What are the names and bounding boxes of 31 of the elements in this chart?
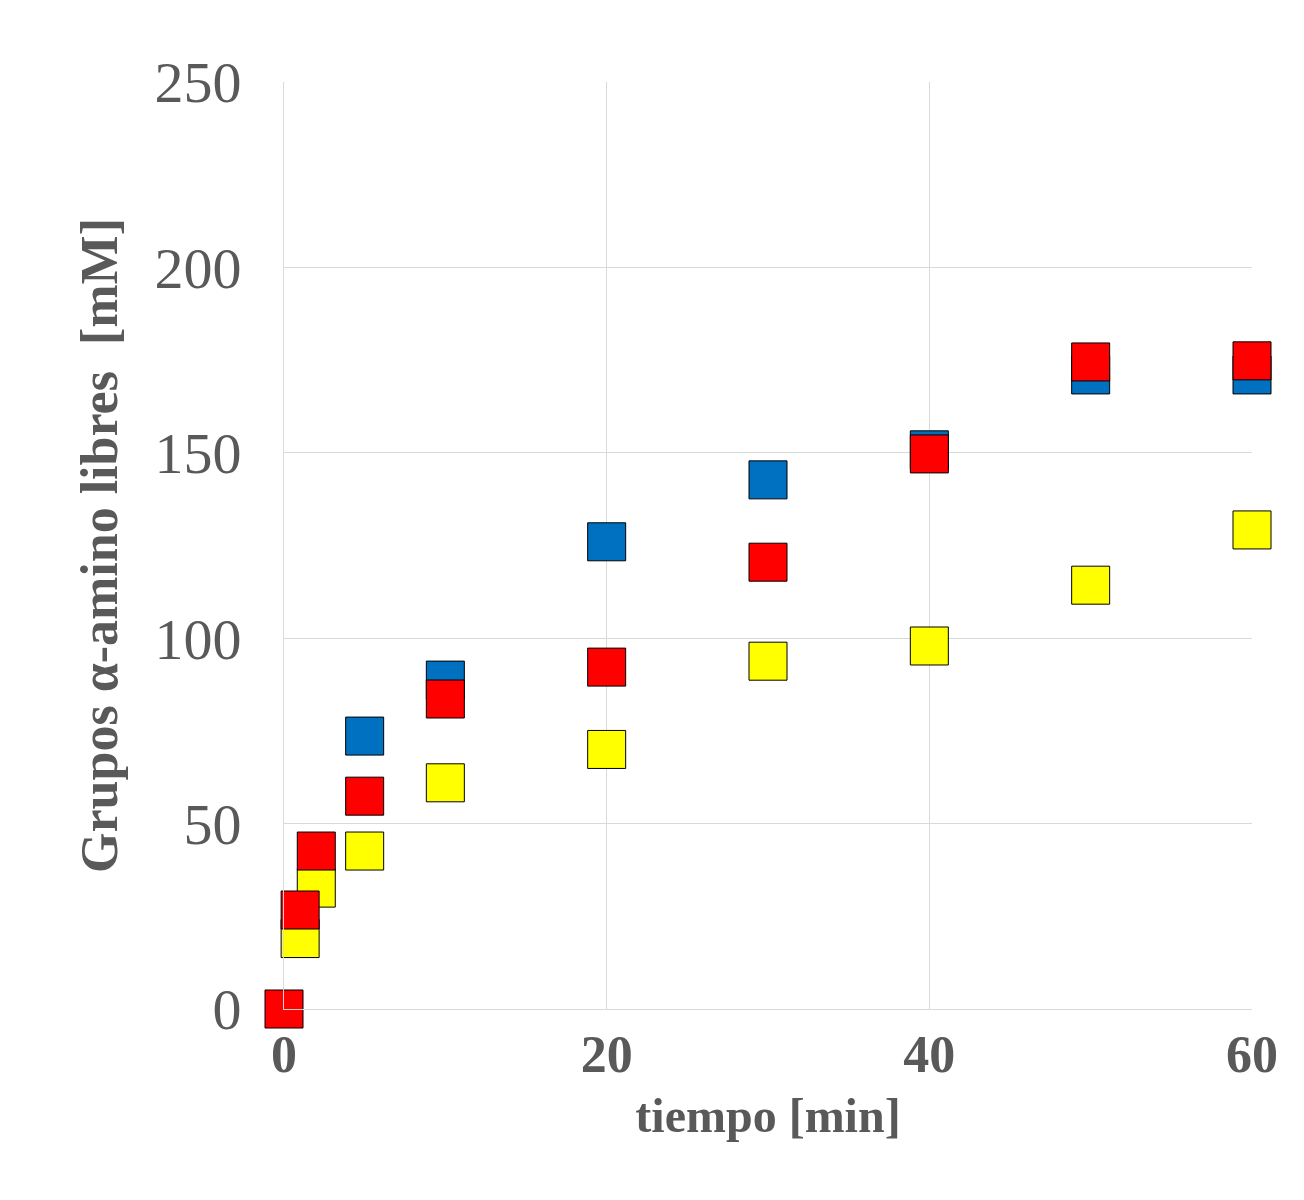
point <box>345 831 385 871</box>
point <box>748 641 788 681</box>
point <box>1071 565 1111 605</box>
point <box>1232 510 1272 550</box>
point <box>587 729 627 769</box>
point <box>748 542 788 582</box>
x-tick-label: 20 <box>580 1026 633 1084</box>
y-tick-label: 250 <box>154 50 242 116</box>
x-axis-title: tiempo [min] <box>635 1088 901 1142</box>
x-tick-label: 0 <box>271 1026 297 1084</box>
point <box>425 679 465 719</box>
y-tick-label: 150 <box>154 421 242 487</box>
point <box>264 989 304 1029</box>
point <box>587 522 627 562</box>
point <box>425 763 465 803</box>
point <box>1071 342 1111 382</box>
y-tick-label: 0 <box>212 977 242 1043</box>
y-axis-title: Grupos α-amino libres [mM] <box>70 218 128 873</box>
point <box>1232 341 1272 381</box>
y-tick-label: 200 <box>154 235 242 301</box>
point <box>345 716 385 756</box>
x-tick-label: 40 <box>903 1026 956 1084</box>
point <box>587 647 627 687</box>
point <box>280 890 320 930</box>
point <box>345 776 385 816</box>
point <box>296 831 336 871</box>
point <box>909 626 949 666</box>
x-tick-label: 60 <box>1226 1026 1278 1084</box>
point <box>748 460 788 500</box>
y-tick-label: 50 <box>183 791 242 857</box>
y-tick-label: 100 <box>154 606 242 672</box>
